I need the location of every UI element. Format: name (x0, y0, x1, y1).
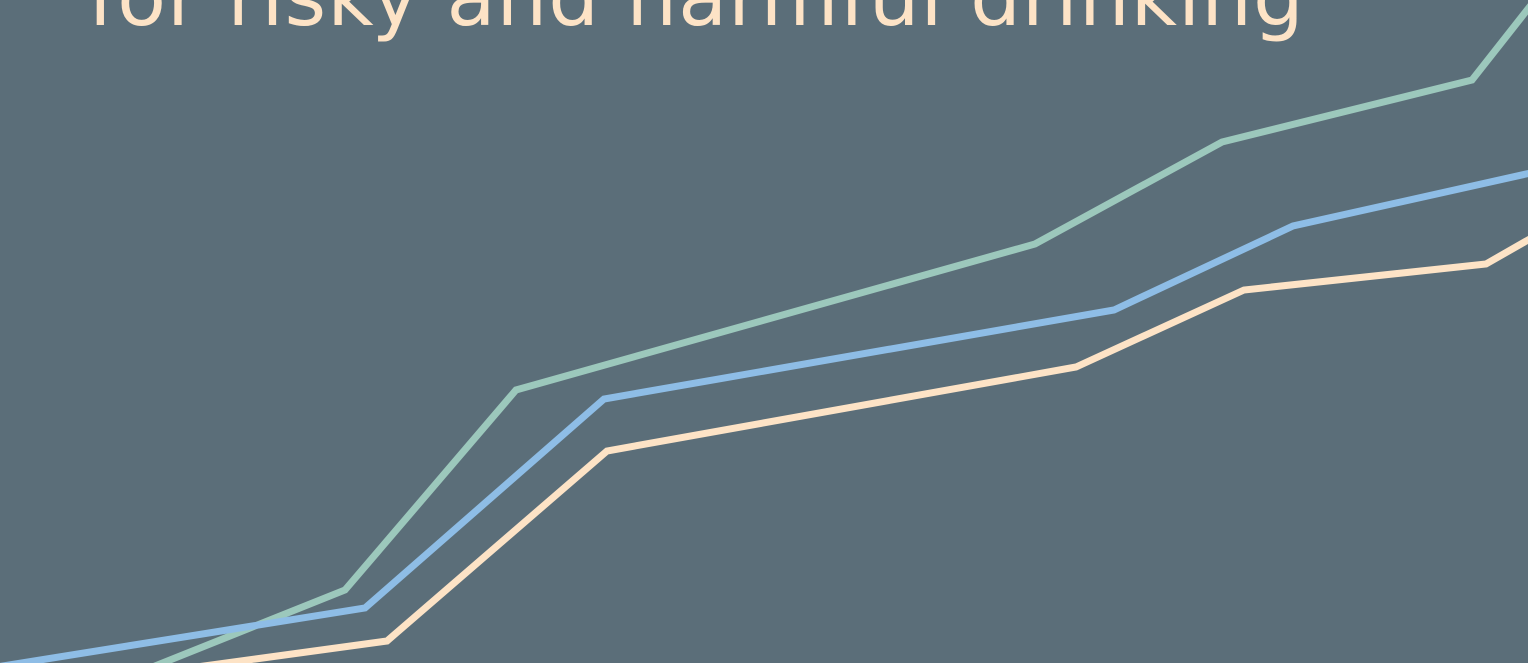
cream-line (200, 235, 1528, 663)
green-line (153, 3, 1528, 663)
slide-headline: for risky and harmful drinking (88, 0, 1305, 38)
blue-line (0, 169, 1528, 663)
